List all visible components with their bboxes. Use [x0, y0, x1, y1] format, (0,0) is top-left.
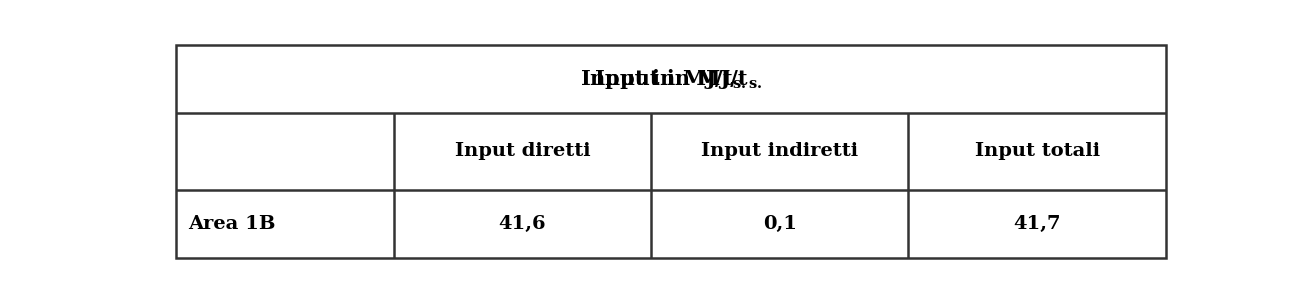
Text: Input diretti: Input diretti — [454, 142, 590, 160]
Text: Area 1B: Area 1B — [188, 215, 275, 233]
Text: Input in MJ/t: Input in MJ/t — [594, 69, 747, 89]
Text: Input in MJ/t$_{\mathregular{s.s.}}$: Input in MJ/t$_{\mathregular{s.s.}}$ — [580, 67, 762, 91]
Text: 0,1: 0,1 — [763, 215, 797, 233]
Text: 41,7: 41,7 — [1013, 215, 1062, 233]
Text: 41,6: 41,6 — [499, 215, 546, 233]
Text: Input totali: Input totali — [975, 142, 1100, 160]
Text: Input indiretti: Input indiretti — [702, 142, 859, 160]
